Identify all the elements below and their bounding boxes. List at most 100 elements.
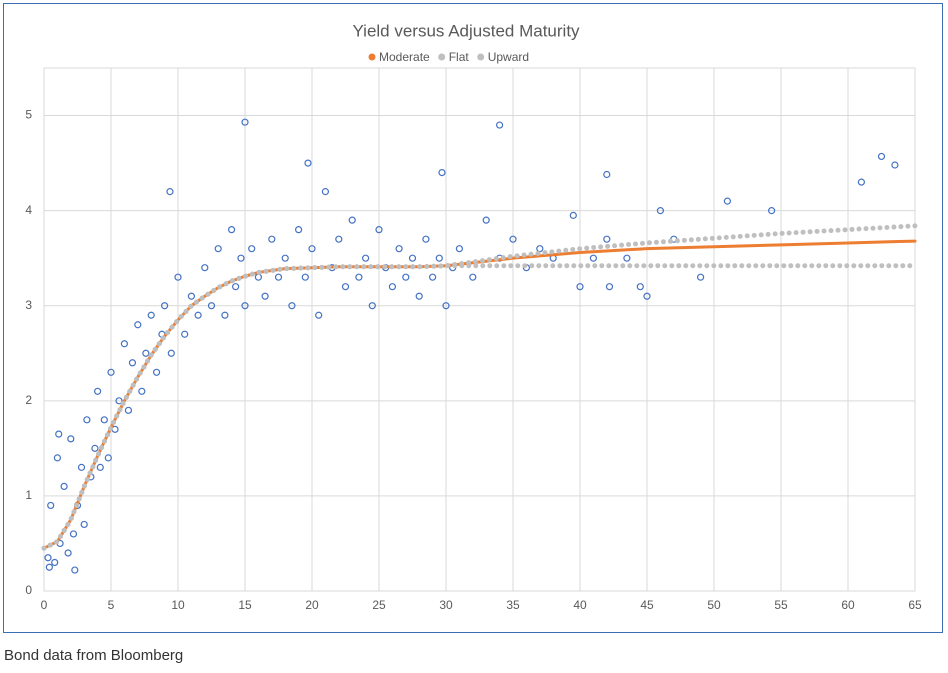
bubble — [768, 207, 776, 215]
bubble — [248, 245, 256, 253]
bubble — [321, 188, 329, 196]
y-tick-label: 2 — [25, 393, 32, 407]
bubble — [44, 554, 52, 562]
bubble — [375, 226, 383, 234]
bubble — [69, 530, 78, 538]
bubble — [603, 235, 611, 243]
bubble — [221, 311, 229, 319]
bubble — [388, 283, 396, 291]
bubble — [295, 226, 303, 234]
bubble — [53, 454, 62, 462]
bubble — [877, 152, 886, 161]
bubble — [482, 216, 490, 224]
bubble — [232, 283, 240, 291]
bubble — [274, 273, 283, 281]
bubble — [124, 406, 133, 414]
bubble — [166, 188, 174, 196]
bubble — [442, 302, 450, 310]
bubble — [304, 159, 312, 167]
bubble — [395, 245, 403, 253]
bubble — [201, 264, 209, 272]
y-tick-label: 5 — [25, 108, 32, 122]
dotted-line — [41, 223, 918, 551]
bubble — [104, 454, 112, 462]
bubble — [536, 245, 544, 253]
x-tick-label: 35 — [506, 598, 520, 612]
bubble — [93, 387, 102, 395]
bubble — [261, 292, 269, 300]
bubble — [91, 444, 99, 452]
bubble — [455, 245, 463, 253]
bubble — [194, 311, 202, 319]
bubble — [237, 254, 245, 262]
bubble — [315, 311, 323, 319]
x-tick-label: 0 — [41, 598, 48, 612]
bubble — [83, 416, 91, 424]
bubble — [435, 254, 443, 262]
bubble — [422, 235, 430, 243]
bubble — [142, 349, 150, 357]
bubble — [60, 482, 68, 490]
bubble — [335, 235, 343, 243]
bubble — [241, 302, 249, 310]
legend-marker — [438, 53, 446, 61]
x-tick-label: 45 — [640, 598, 654, 612]
bubble — [107, 368, 115, 376]
bubble — [128, 359, 137, 367]
bubble — [67, 435, 75, 443]
x-tick-label: 10 — [171, 598, 185, 612]
bubble — [348, 216, 356, 224]
bubble — [696, 273, 705, 281]
bubble — [96, 463, 104, 471]
bubble — [152, 368, 161, 376]
bubble — [288, 302, 296, 310]
bubble — [438, 169, 446, 177]
bubble — [281, 254, 289, 262]
bubble — [181, 330, 189, 338]
bubble — [402, 273, 410, 281]
bubble — [241, 118, 249, 126]
line — [42, 239, 917, 550]
bubble — [174, 273, 182, 281]
bubble — [64, 549, 72, 557]
bubble — [509, 235, 517, 243]
bubble — [723, 197, 732, 205]
bubble — [891, 161, 899, 169]
bubble — [115, 397, 123, 405]
bubble — [45, 563, 53, 571]
bubble — [77, 463, 86, 471]
bubble — [857, 178, 866, 186]
x-tick-label: 25 — [372, 598, 386, 612]
legend-label: Flat — [449, 50, 470, 64]
chart-title: Yield versus Adjusted Maturity — [352, 21, 580, 40]
bubble — [469, 273, 477, 281]
bubble — [362, 254, 370, 262]
bubble — [214, 245, 222, 253]
bubble — [341, 283, 350, 291]
bubble — [100, 416, 108, 424]
y-tick-label: 1 — [25, 488, 32, 502]
bubble — [254, 273, 262, 281]
bubble — [147, 311, 155, 319]
x-tick-label: 15 — [238, 598, 252, 612]
bubble — [636, 283, 644, 291]
bubble — [55, 430, 63, 438]
bubble — [80, 520, 88, 529]
x-tick-label: 5 — [108, 598, 115, 612]
bubble — [408, 254, 417, 262]
bubble — [71, 566, 79, 574]
bubble — [134, 321, 142, 329]
y-tick-label: 0 — [25, 583, 32, 597]
dotted-line — [41, 263, 918, 551]
legend-marker — [368, 53, 376, 61]
bubble — [51, 558, 59, 567]
legend-marker — [477, 53, 485, 61]
bubble — [429, 273, 437, 281]
bubble — [308, 245, 316, 253]
x-tick-label: 30 — [439, 598, 453, 612]
bubble — [415, 292, 423, 300]
legend-label: Moderate — [379, 50, 430, 64]
plot-area — [43, 67, 916, 592]
bubble — [47, 501, 55, 510]
